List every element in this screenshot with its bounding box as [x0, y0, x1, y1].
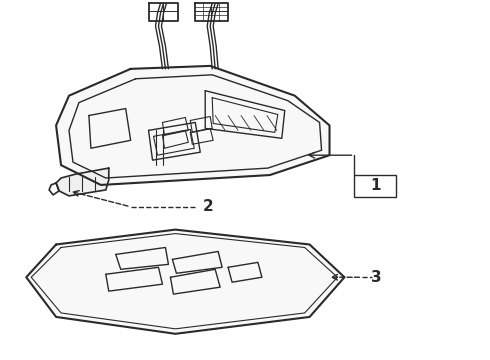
- Polygon shape: [26, 230, 344, 334]
- Text: 2: 2: [203, 199, 214, 214]
- Polygon shape: [56, 66, 329, 185]
- Polygon shape: [56, 168, 109, 196]
- Text: 1: 1: [370, 179, 381, 193]
- Bar: [354, 175, 396, 197]
- Text: 3: 3: [371, 270, 382, 285]
